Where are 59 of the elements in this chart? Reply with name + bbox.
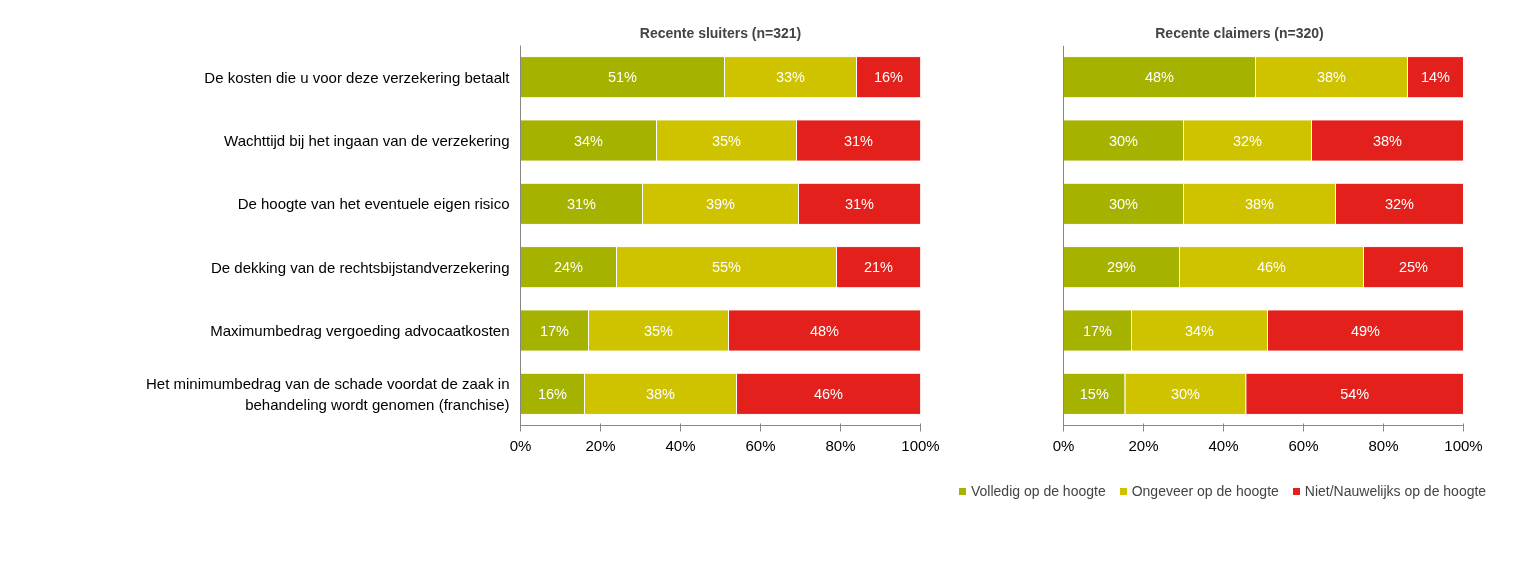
y-tick-label: De dekking van de rechtsbijstandverzekering <box>211 258 510 276</box>
x-tick-label: 80% <box>825 436 856 454</box>
legend-label: Volledig op de hoogte <box>971 483 1106 499</box>
y-tick-label: Wachttijd bij het ingaan van de verzekering <box>224 132 510 149</box>
y-tick-label: De hoogte van het eventuele eigen risico <box>237 195 510 213</box>
data-label: 46% <box>813 385 844 402</box>
data-label: 38% <box>1244 195 1275 212</box>
x-tick-label: 100% <box>901 436 940 454</box>
x-tick-label: 40% <box>1208 436 1239 454</box>
data-label: 38% <box>1316 69 1347 86</box>
data-label: 17% <box>539 322 570 339</box>
data-label: 14% <box>1420 69 1451 86</box>
data-label: 51% <box>607 69 638 86</box>
chart-title: Recente claimers (n=320) <box>1155 24 1324 41</box>
x-tick-label: 100% <box>1444 436 1483 454</box>
data-label: 30% <box>1170 385 1201 402</box>
x-tick-label: 0% <box>509 436 532 454</box>
data-label: 25% <box>1398 259 1429 276</box>
data-label: 34% <box>1184 322 1215 339</box>
data-label: 29% <box>1106 259 1137 276</box>
data-label: 38% <box>1372 132 1403 149</box>
data-label: 21% <box>863 259 894 276</box>
data-label: 30% <box>1108 132 1139 149</box>
data-label: 39% <box>705 195 736 212</box>
data-label: 38% <box>645 385 676 402</box>
data-label: 24% <box>553 259 584 276</box>
data-label: 16% <box>537 385 568 402</box>
data-label: 15% <box>1079 385 1109 402</box>
data-label: 33% <box>775 69 806 86</box>
data-label: 46% <box>1256 259 1287 276</box>
data-label: 55% <box>711 259 742 276</box>
data-label: 31% <box>843 132 874 149</box>
chart-title: Recente sluiters (n=321) <box>639 24 802 41</box>
data-label: 54% <box>1340 385 1370 402</box>
x-tick-label: 60% <box>1288 436 1319 454</box>
data-label: 48% <box>809 322 840 339</box>
legend-label: Niet/Nauwelijks op de hoogte <box>1304 483 1487 499</box>
data-label: 34% <box>573 132 604 149</box>
data-label: 30% <box>1108 195 1139 212</box>
data-label: 31% <box>566 195 597 212</box>
data-label: 16% <box>873 69 904 86</box>
data-label: 32% <box>1384 195 1415 212</box>
data-label: 17% <box>1082 322 1113 339</box>
x-tick-label: 60% <box>745 436 776 454</box>
x-tick-label: 20% <box>585 436 616 454</box>
legend-label: Ongeveer op de hoogte <box>1131 483 1279 499</box>
data-label: 49% <box>1350 322 1381 339</box>
y-tick-label: Maximumbedrag vergoeding advocaatkosten <box>210 322 510 339</box>
data-label: 31% <box>844 195 875 212</box>
data-label: 35% <box>711 132 742 149</box>
y-tick-label: Het minimumbedrag van de schade voordat de zaak in behandeling wordt genomen (franchise) <box>145 375 510 413</box>
x-tick-label: 20% <box>1128 436 1159 454</box>
y-tick-label: De kosten die u voor deze verzekering betaalt <box>204 68 511 86</box>
x-tick-label: 0% <box>1052 436 1075 454</box>
x-tick-label: 40% <box>665 436 696 454</box>
x-tick-label: 80% <box>1368 436 1399 454</box>
data-label: 35% <box>643 322 674 339</box>
data-label: 48% <box>1144 69 1175 86</box>
data-label: 32% <box>1232 132 1263 149</box>
